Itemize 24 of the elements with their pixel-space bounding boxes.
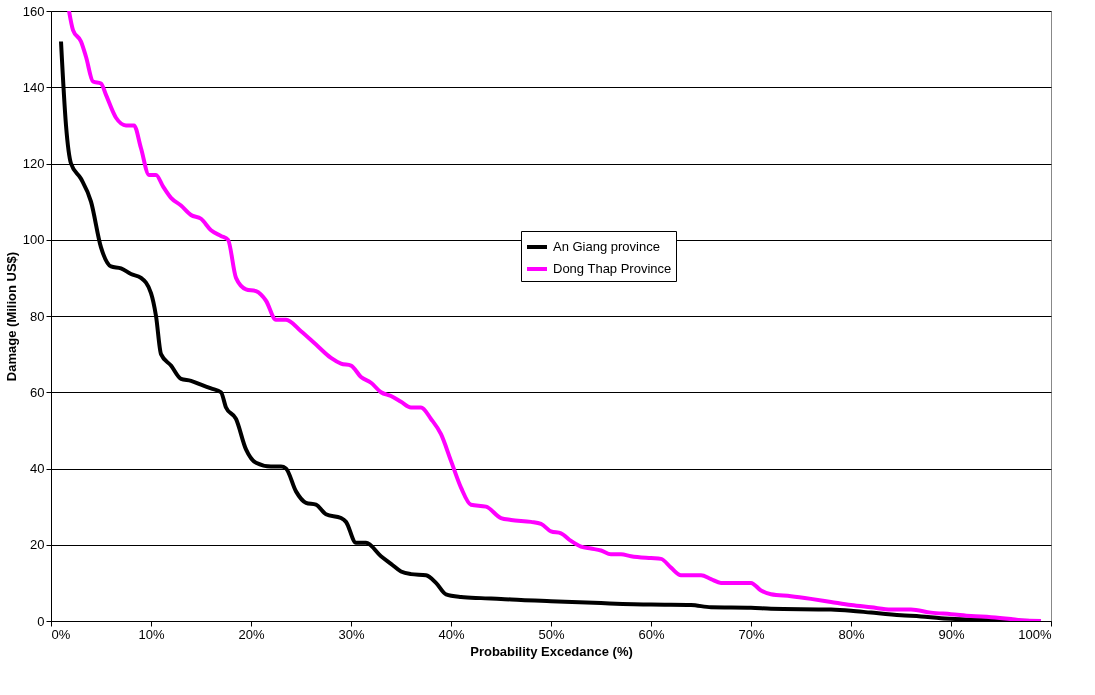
y-tick-label: 100: [22, 232, 45, 248]
x-tick-label: 10%: [138, 626, 165, 642]
y-tick-label: 40: [30, 461, 45, 476]
x-tick-label: 40%: [438, 626, 465, 642]
x-tick-label: 100%: [1018, 626, 1052, 642]
y-tick-label: 20: [30, 537, 45, 553]
y-axis-title: Damage (Milion US$): [3, 251, 19, 382]
y-tick-label: 0: [37, 613, 45, 629]
legend-label: An Giang province: [553, 239, 660, 254]
x-tick-label: 30%: [338, 626, 365, 642]
x-tick-label: 0%: [51, 626, 71, 642]
y-tick-label: 120: [22, 156, 45, 171]
y-tick-label: 80: [30, 308, 45, 324]
y-tick-label: 140: [22, 79, 45, 95]
x-tick-label: 90%: [938, 626, 965, 642]
x-tick-label: 60%: [638, 626, 665, 642]
x-tick-label: 20%: [238, 626, 265, 642]
x-axis-title: Probability Excedance (%): [470, 643, 633, 659]
y-tick-label: 160: [22, 3, 45, 19]
x-tick-label: 80%: [838, 626, 865, 642]
legend-label: Dong Thap Province: [553, 261, 672, 276]
x-tick-label: 70%: [738, 626, 765, 642]
y-tick-label: 60: [30, 384, 45, 400]
x-tick-label: 50%: [538, 626, 565, 642]
